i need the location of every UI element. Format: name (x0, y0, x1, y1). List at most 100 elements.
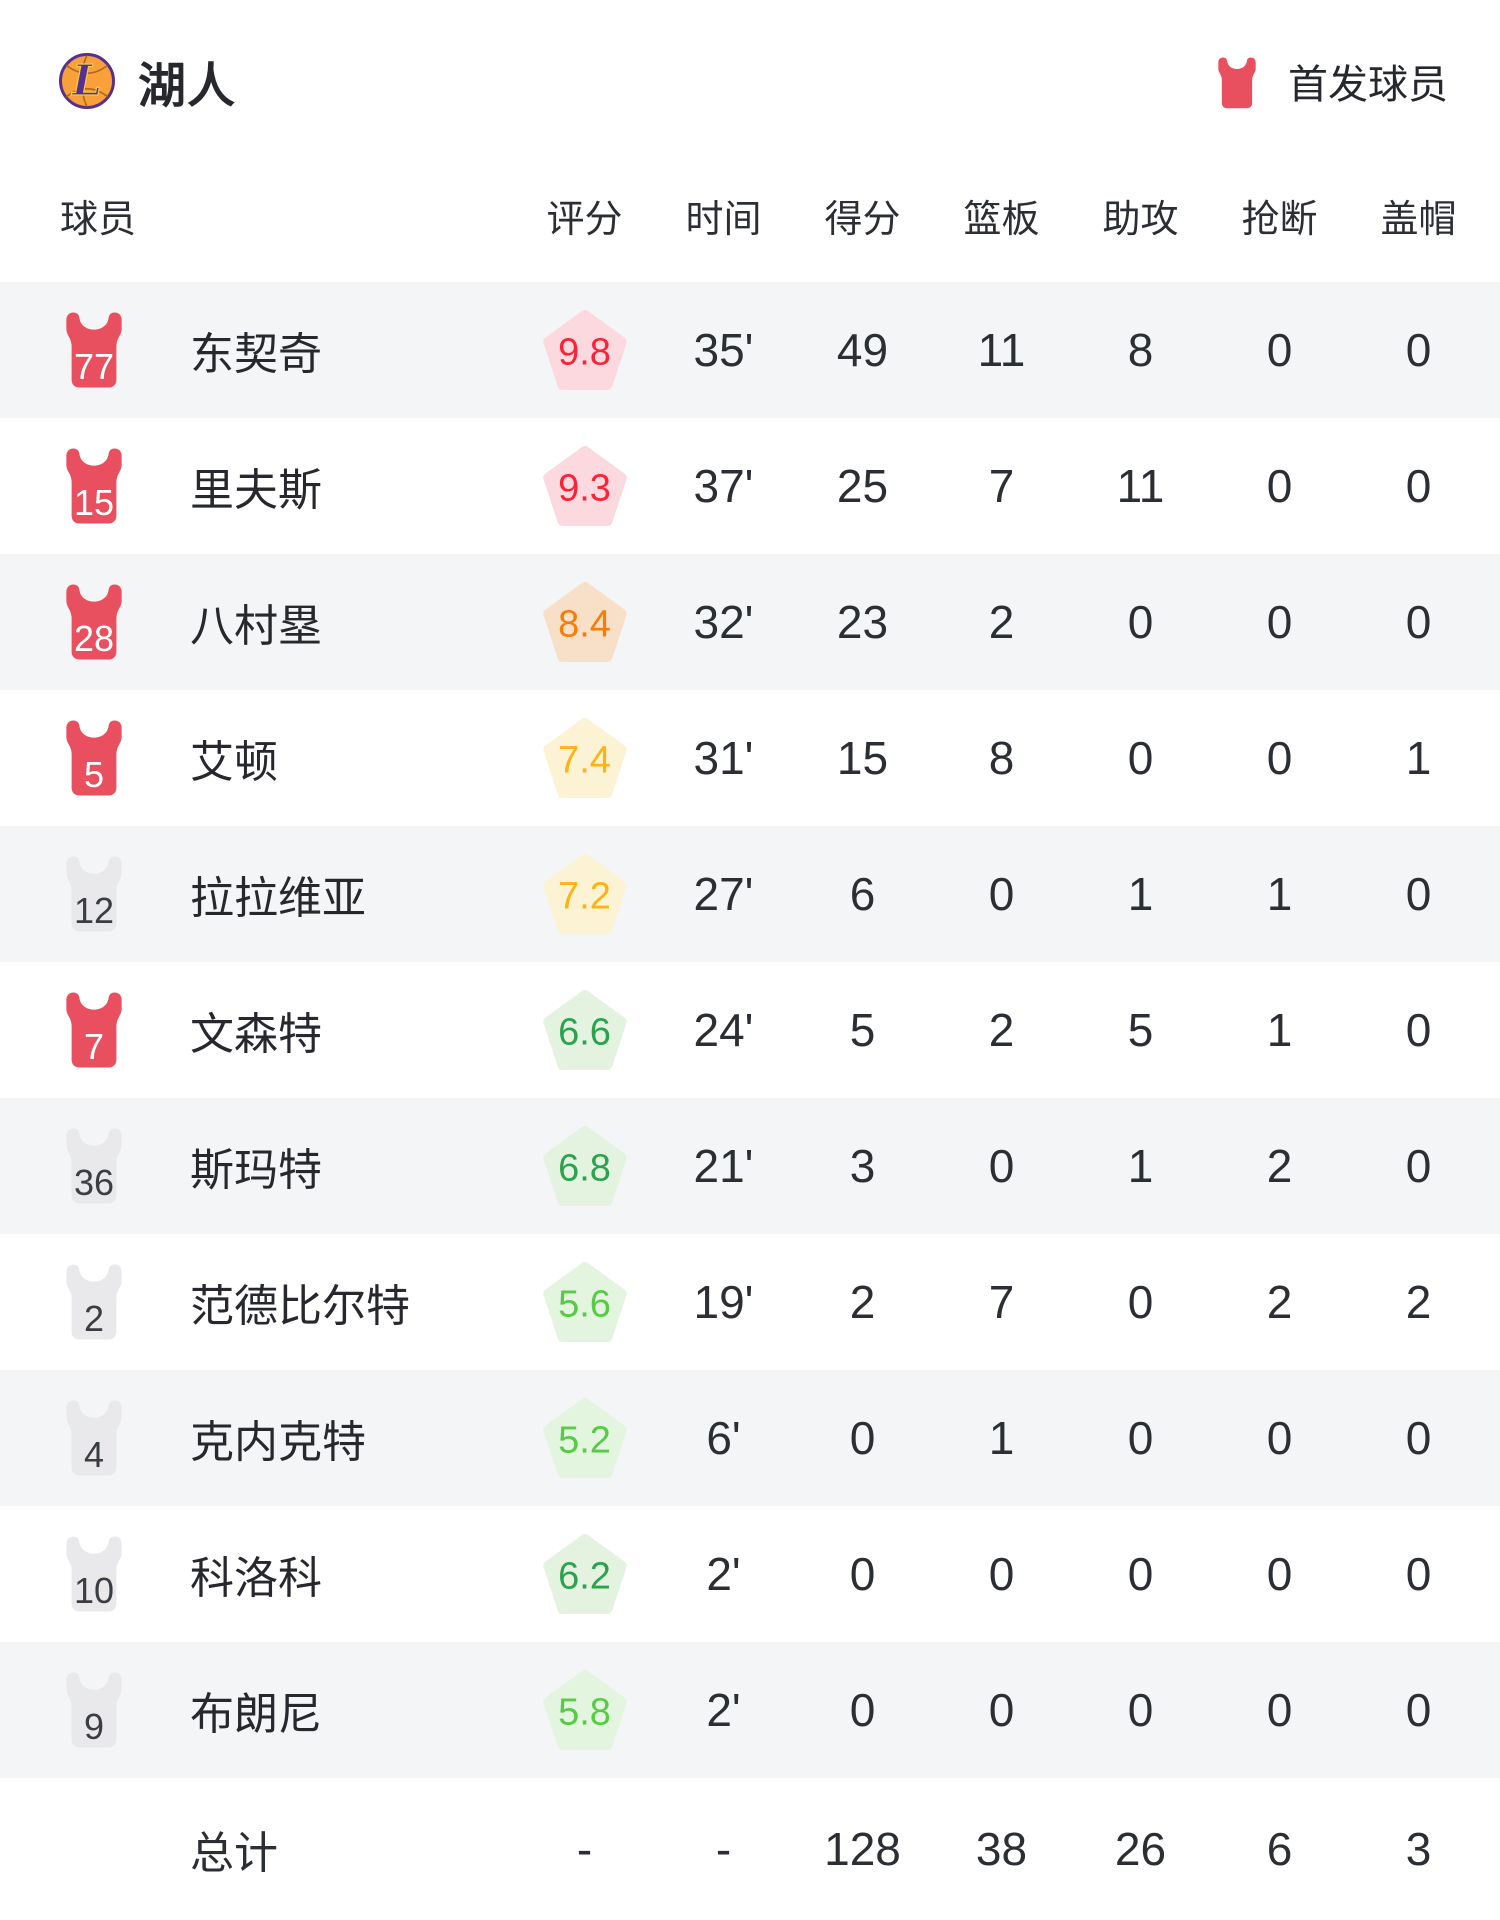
jersey-number: 5 (83, 754, 105, 795)
team-header: L 湖人 首发球员 (58, 50, 1448, 113)
jersey-number: 12 (73, 890, 115, 931)
stat-points: 2 (849, 1276, 876, 1328)
rating-value: 7.2 (558, 875, 611, 918)
stat-rating-cell: 5.8 (515, 1670, 654, 1750)
stat-rating-cell: 5.2 (515, 1398, 654, 1478)
column-points: 得分 (824, 198, 901, 241)
player-row[interactable]: 7 文森特 6.6 24' 5 2 5 1 0 (0, 962, 1500, 1098)
player-name: 科洛科 (190, 1554, 322, 1603)
stat-steals: 0 (1266, 324, 1293, 376)
stat-points: 49 (836, 324, 889, 376)
player-row[interactable]: 12 拉拉维亚 7.2 27' 6 0 1 1 0 (0, 826, 1500, 962)
stat-steals: 0 (1266, 1548, 1293, 1600)
stat-rating-cell: 6.2 (515, 1534, 654, 1614)
stat-time: 2' (706, 1548, 741, 1600)
rating-badge: 9.3 (542, 446, 627, 526)
rating-badge: 5.2 (542, 1398, 627, 1478)
stat-assists: 8 (1127, 324, 1154, 376)
team-name: 湖人 (138, 60, 237, 113)
jersey-icon: 15 (60, 446, 128, 526)
stat-blocks: 0 (1405, 1548, 1432, 1600)
stat-blocks: 0 (1405, 460, 1432, 512)
rating-badge: 6.6 (542, 990, 627, 1070)
player-name: 八村塁 (190, 602, 322, 651)
rating-value: 5.2 (558, 1419, 611, 1462)
rating-value: 6.6 (558, 1011, 611, 1054)
total-time: - (715, 1823, 732, 1875)
stat-time: 24' (693, 1004, 754, 1056)
player-row[interactable]: 36 斯玛特 6.8 21' 3 0 1 2 0 (0, 1098, 1500, 1234)
stat-rebounds: 7 (988, 1276, 1015, 1328)
rating-badge: 5.8 (542, 1670, 627, 1750)
table-header: 球员 评分 时间 得分 篮板 助攻 抢断 盖帽 (0, 188, 1500, 242)
rating-badge: 5.6 (542, 1262, 627, 1342)
stat-rating-cell: 5.6 (515, 1262, 654, 1342)
total-rebounds: 38 (975, 1823, 1028, 1875)
stat-steals: 1 (1266, 1004, 1293, 1056)
stat-blocks: 0 (1405, 1004, 1432, 1056)
stat-rating-cell: 9.3 (515, 446, 654, 526)
stat-points: 25 (836, 460, 889, 512)
player-cell: 5 艾顿 (0, 718, 515, 798)
jersey-number: 28 (73, 618, 115, 659)
stat-points: 15 (836, 732, 889, 784)
stat-points: 0 (849, 1548, 876, 1600)
stat-time: 32' (693, 596, 754, 648)
stat-rating-cell: 9.8 (515, 310, 654, 390)
jersey-number: 9 (83, 1706, 105, 1747)
player-row[interactable]: 10 科洛科 6.2 2' 0 0 0 0 0 (0, 1506, 1500, 1642)
stat-rebounds: 0 (988, 1140, 1015, 1192)
player-row[interactable]: 4 克内克特 5.2 6' 0 1 0 0 0 (0, 1370, 1500, 1506)
jersey-icon: 77 (60, 310, 128, 390)
jersey-icon: 7 (60, 990, 128, 1070)
stat-blocks: 1 (1405, 732, 1432, 784)
jersey-icon: 10 (60, 1534, 128, 1614)
stat-points: 6 (849, 868, 876, 920)
stat-points: 0 (849, 1412, 876, 1464)
stat-rebounds: 0 (988, 868, 1015, 920)
rating-value: 8.4 (558, 603, 611, 646)
stat-blocks: 0 (1405, 596, 1432, 648)
player-cell: 4 克内克特 (0, 1398, 515, 1478)
stat-rebounds: 0 (988, 1684, 1015, 1736)
stat-assists: 0 (1127, 1548, 1154, 1600)
player-name: 克内克特 (190, 1418, 366, 1467)
player-row[interactable]: 28 八村塁 8.4 32' 23 2 0 0 0 (0, 554, 1500, 690)
player-name: 拉拉维亚 (190, 874, 366, 923)
jersey-icon: 12 (60, 854, 128, 934)
column-rebounds: 篮板 (963, 198, 1040, 241)
stat-rebounds: 0 (988, 1548, 1015, 1600)
total-blocks: 3 (1405, 1823, 1432, 1875)
stat-steals: 1 (1266, 868, 1293, 920)
starter-legend-jersey-icon (1214, 56, 1260, 109)
player-row[interactable]: 77 东契奇 9.8 35' 49 11 8 0 0 (0, 282, 1500, 418)
player-row[interactable]: 5 艾顿 7.4 31' 15 8 0 0 1 (0, 690, 1500, 826)
stat-time: 27' (693, 868, 754, 920)
player-row[interactable]: 15 里夫斯 9.3 37' 25 7 11 0 0 (0, 418, 1500, 554)
stat-assists: 0 (1127, 732, 1154, 784)
stat-rebounds: 2 (988, 1004, 1015, 1056)
stat-assists: 0 (1127, 1684, 1154, 1736)
stat-points: 0 (849, 1684, 876, 1736)
jersey-icon: 4 (60, 1398, 128, 1478)
rating-badge: 6.8 (542, 1126, 627, 1206)
total-rating: - (576, 1823, 593, 1875)
player-cell: 15 里夫斯 (0, 446, 515, 526)
player-name: 斯玛特 (190, 1146, 322, 1195)
stat-rebounds: 2 (988, 596, 1015, 648)
jersey-number: 4 (83, 1434, 105, 1475)
player-cell: 77 东契奇 (0, 310, 515, 390)
stat-time: 19' (693, 1276, 754, 1328)
stat-assists: 0 (1127, 1276, 1154, 1328)
starter-legend: 首发球员 (1214, 52, 1448, 110)
player-row[interactable]: 9 布朗尼 5.8 2' 0 0 0 0 0 (0, 1642, 1500, 1778)
player-row[interactable]: 2 范德比尔特 5.6 19' 2 7 0 2 2 (0, 1234, 1500, 1370)
rating-badge: 8.4 (542, 582, 627, 662)
column-player: 球员 (60, 198, 137, 241)
player-name: 东契奇 (190, 330, 322, 379)
player-name: 文森特 (190, 1010, 322, 1059)
rating-value: 9.8 (558, 331, 611, 374)
jersey-number: 77 (73, 346, 115, 387)
jersey-number: 2 (83, 1298, 105, 1339)
